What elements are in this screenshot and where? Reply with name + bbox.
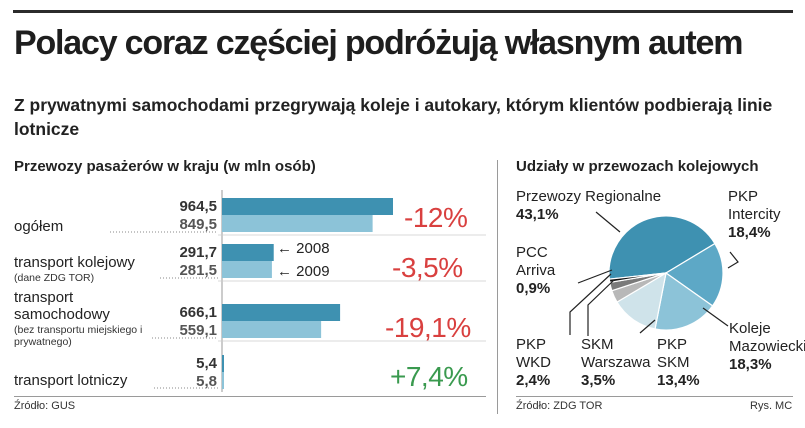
value-2009-rail: 281,5: [179, 262, 217, 279]
leader-pkp-wkd: [569, 273, 612, 335]
value-2008-rail: 291,7: [179, 244, 217, 261]
pie-label-value: 2,4%: [516, 372, 551, 389]
bar-2008-air: [222, 355, 224, 372]
bar-2009-total: [222, 215, 373, 232]
value-2009-road: 559,1: [179, 322, 217, 339]
pie-slice-koleje-mazowieckie: [654, 271, 714, 331]
pie-label-name: SKM Warszawa: [581, 336, 651, 371]
category-sublabel-rail: (dane ZDG TOR): [14, 272, 95, 284]
pie-slice-przewozy-regionalne: [608, 215, 716, 280]
panel-divider: [497, 160, 498, 414]
change-rail: -3,5%: [392, 252, 463, 283]
bar-2009-rail: [222, 261, 272, 278]
value-2009-total: 849,5: [179, 216, 217, 233]
page-title: Polacy coraz częściej podróżują własnym …: [14, 24, 744, 62]
pie-label-koleje-mazowieckie: Koleje Mazowieckie 18,3%: [729, 320, 805, 374]
pie-label-name: PKP WKD: [516, 336, 551, 371]
pie-label-name: PKP Intercity: [728, 188, 781, 223]
pie-label-value: 0,9%: [516, 280, 551, 297]
pie-slice-pkp-intercity: [664, 242, 724, 307]
bar-chart-title: Przewozy pasażerów w kraju (w mln osób): [14, 158, 316, 175]
pie-label-name: Koleje Mazowieckie: [729, 320, 805, 355]
pie-label-name: PKP SKM: [657, 336, 690, 371]
leader-pkp-skm: [639, 319, 656, 334]
leader-koleje-mazowieckie: [702, 307, 729, 327]
pie-label-value: 13,4%: [657, 372, 700, 389]
pie-label-przewozy-regionalne: Przewozy Regionalne 43,1%: [516, 188, 661, 224]
pie-label-value: 43,1%: [516, 206, 559, 223]
leader-skm-warszawa: [587, 279, 615, 336]
bar-2008-road: [222, 304, 341, 321]
leader-pcc-arriva: [577, 269, 613, 284]
pie-label-pkp-skm: PKP SKM 13,4%: [657, 336, 700, 390]
value-2008-total: 964,5: [179, 198, 217, 215]
value-2008-air: 5,4: [196, 355, 217, 372]
credit: Rys. MC: [750, 400, 793, 412]
leader-przewozy-regionalne: [595, 211, 621, 233]
bar-2009-air: [222, 372, 224, 389]
category-label-road: transport samochodowy: [14, 289, 110, 323]
change-air: +7,4%: [390, 361, 468, 392]
pie-slice-pcc-arriva: [608, 272, 667, 284]
right-bottom-rule: [516, 396, 793, 397]
pie-label-skm-warszawa: SKM Warszawa 3,5%: [581, 336, 651, 390]
category-label-total: ogółem: [14, 218, 64, 235]
source-right: Źródło: ZDG TOR: [516, 400, 603, 412]
category-label-air: transport lotniczy: [14, 372, 128, 389]
legend-2009: ← 2009: [277, 263, 330, 280]
pie-label-name: PCC Arriva: [516, 244, 556, 279]
pie-label-pkp-wkd: PKP WKD 2,4%: [516, 336, 556, 390]
bar-2008-total: [222, 198, 393, 215]
change-total: -12%: [404, 202, 468, 233]
bar-2009-road: [222, 321, 322, 338]
pie-label-value: 18,4%: [728, 224, 771, 241]
pie-label-pkp-intercity: PKP Intercity 18,4%: [728, 188, 798, 242]
value-2008-road: 666,1: [179, 304, 217, 321]
value-2009-air: 5,8: [196, 373, 217, 390]
pie-label-name: Przewozy Regionalne: [516, 188, 662, 205]
pie-label-value: 3,5%: [581, 372, 616, 389]
legend-2008: ← 2008: [277, 240, 330, 257]
top-rule: [13, 10, 793, 13]
leader-pkp-intercity: [727, 251, 739, 269]
page-subtitle: Z prywatnymi samochodami przegrywają kol…: [14, 95, 773, 139]
bar-2008-rail: [222, 244, 274, 261]
pie-chart-title: Udziały w przewozach kolejowych: [516, 158, 759, 175]
left-bottom-rule: [14, 396, 486, 397]
pie-label-pcc-arriva: PCC Arriva 0,9%: [516, 244, 566, 298]
pie-label-value: 18,3%: [729, 356, 772, 373]
category-label-rail: transport kolejowy: [14, 254, 135, 271]
change-road: -19,1%: [385, 312, 471, 343]
category-sublabel-road: (bez transportu miejskiego i prywatnego): [14, 324, 143, 348]
source-left: Źródło: GUS: [14, 400, 76, 412]
